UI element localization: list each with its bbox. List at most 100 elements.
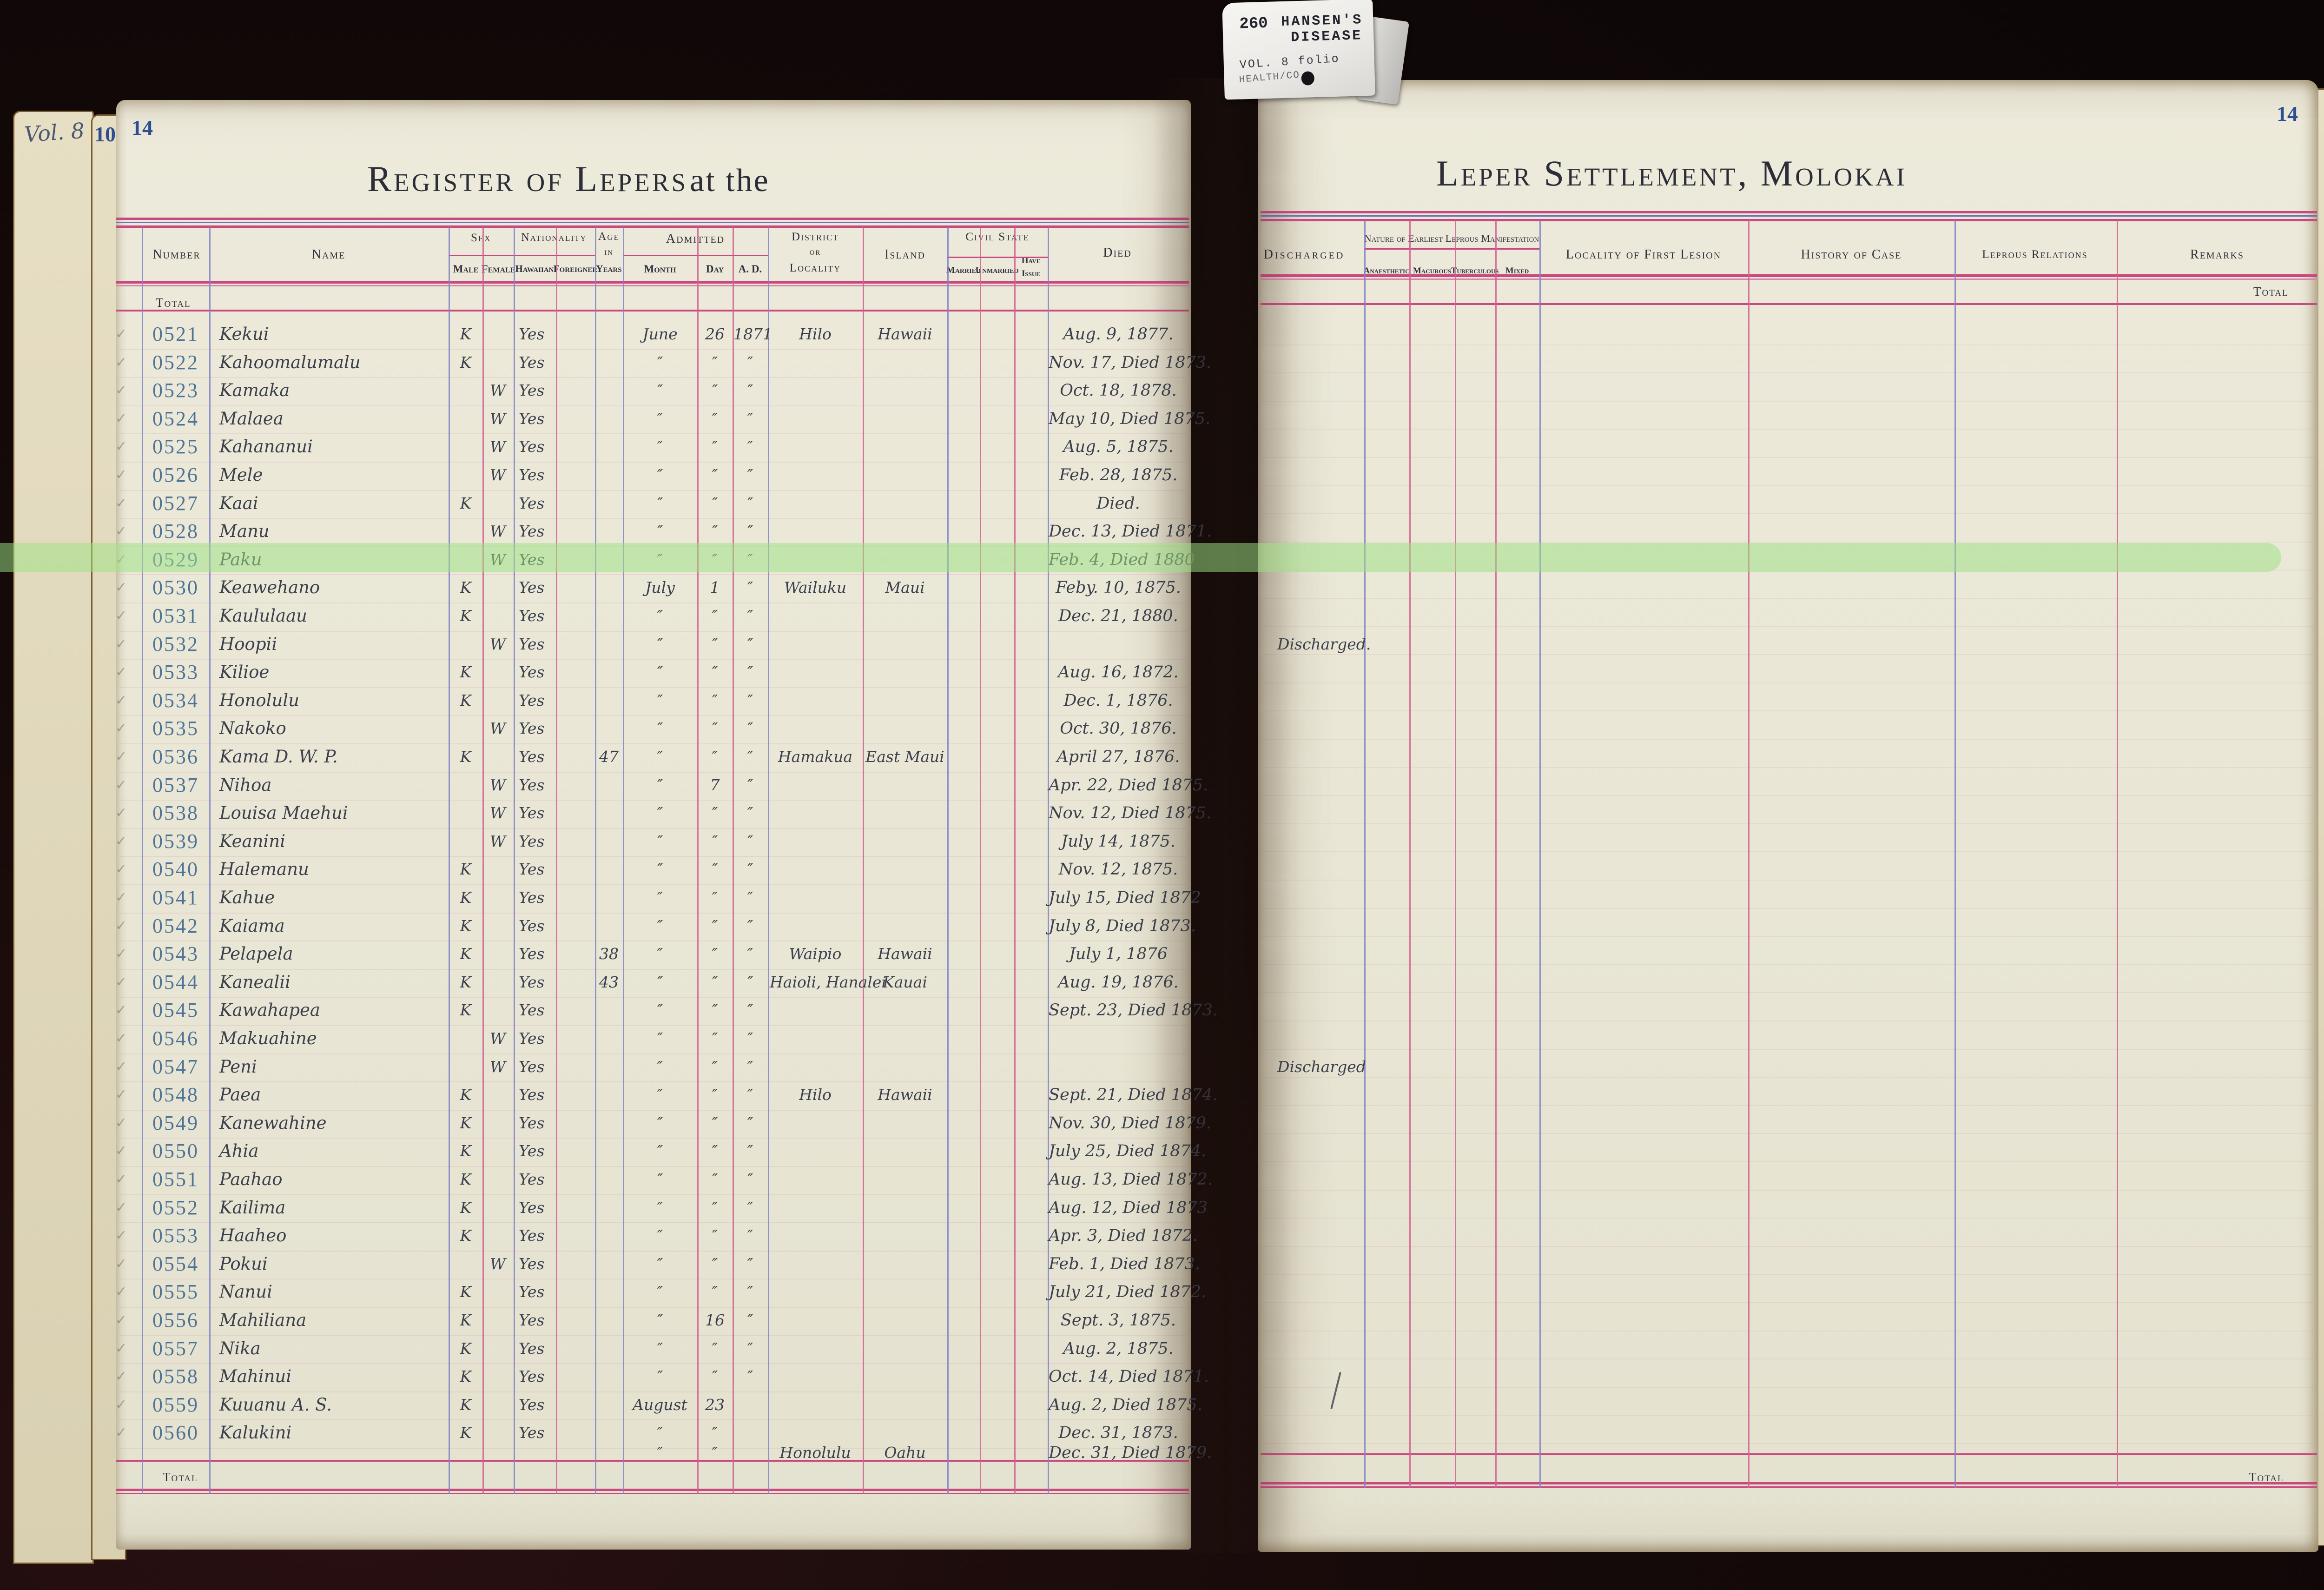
row-number: 0556: [152, 1309, 199, 1332]
ledger-rule-line: [1262, 1358, 2314, 1359]
col-header-have-issue-2: Issue: [1022, 269, 1040, 278]
row-admitted-year: ″: [747, 1311, 753, 1329]
row-number: 0555: [152, 1280, 199, 1303]
ledger-rule-line: [1262, 880, 2314, 881]
row-sex: W: [490, 466, 506, 484]
row-admitted-month: August: [633, 1396, 687, 1414]
row-number: 0530: [152, 576, 199, 599]
col-header-died: Died: [1103, 245, 1132, 260]
col-header-unmarried: Unmarried: [975, 265, 1019, 275]
row-hawaiian: Yes: [519, 719, 545, 737]
ledger-rule-line: [1262, 598, 2314, 599]
row-checkmark: ✓: [115, 1002, 127, 1018]
row-admitted-day: ″: [712, 410, 718, 428]
ledger-rule-line: [1262, 739, 2314, 740]
ledger-rule-line: [1262, 1331, 2314, 1332]
row-admitted-year: ″: [747, 381, 753, 399]
tab-disease-line2: DISEASE: [1290, 28, 1363, 46]
row-sex: W: [490, 832, 506, 850]
row-name: Mele: [219, 465, 263, 485]
row-number: 0531: [152, 604, 199, 627]
row-admitted-day: ″: [712, 635, 718, 653]
row-number: 0532: [152, 633, 199, 656]
ledger-rule-line: [1409, 220, 1411, 1488]
row-admitted-day: ″: [712, 494, 718, 512]
row-admitted-month: ″: [657, 663, 663, 681]
row-hawaiian: Yes: [519, 1170, 545, 1188]
book-gutter-shadow: [1153, 78, 1292, 1553]
ledger-rule-line: [1262, 1218, 2314, 1219]
ledger-rule-line: [119, 856, 1187, 857]
row-sex: W: [490, 550, 506, 569]
row-admitted-month: ″: [657, 1424, 663, 1442]
row-admitted-month: ″: [657, 945, 663, 963]
row-hawaiian: Yes: [519, 776, 545, 794]
ledger-rule-line: [119, 377, 1187, 378]
ledger-rule-line: [1262, 795, 2314, 796]
col-header-civil-state: Civil State: [965, 231, 1030, 243]
row-admitted-month: ″: [657, 748, 663, 766]
ledger-rule-line: [1748, 220, 1750, 1488]
row-number: 0546: [152, 1027, 199, 1050]
ledger-rule-line: [482, 227, 484, 1494]
row-name: Malaea: [219, 409, 284, 429]
ledger-rule-line: [119, 433, 1187, 434]
row-admitted-day: ″: [712, 437, 718, 456]
row-admitted-day: ″: [712, 860, 718, 878]
row-hawaiian: Yes: [519, 1283, 545, 1301]
ledger-rule-line: [1262, 710, 2314, 711]
ledger-rule-line: [116, 285, 1189, 286]
col-header-month: Month: [644, 263, 676, 275]
ledger-rule-line: [1262, 851, 2314, 852]
row-number: 0523: [152, 379, 199, 402]
row-sex: K: [460, 748, 472, 766]
row-admitted-month: ″: [657, 635, 663, 653]
right-page-title: Leper Settlement, Molokai: [1436, 153, 1907, 193]
row-name: Kanealii: [219, 972, 290, 992]
row-checkmark: ✓: [115, 720, 127, 736]
left-page: [116, 100, 1191, 1550]
ledger-rule-line: [119, 1138, 1187, 1139]
ledger-rule-line: [947, 227, 949, 1494]
row-name: Kahananui: [219, 437, 313, 457]
row-name: Pokui: [219, 1254, 268, 1274]
row-discharged: Discharged.: [1277, 635, 1371, 653]
row-admitted-year: ″: [747, 410, 753, 428]
row-name: Makuahine: [219, 1028, 317, 1048]
ledger-rule-line: [1262, 682, 2314, 683]
row-island: Hawaii: [878, 945, 932, 963]
ledger-rule-line: [119, 800, 1187, 801]
row-name: Paku: [219, 550, 262, 570]
row-admitted-day: ″: [712, 945, 718, 963]
row-sex: K: [460, 973, 472, 991]
row-name: Kanewahine: [219, 1113, 327, 1133]
row-sex: K: [460, 917, 472, 935]
row-hawaiian: Yes: [519, 550, 545, 569]
ledger-rule-line: [209, 227, 211, 1494]
ledger-rule-line: [733, 227, 734, 1494]
col-header-history: History of Case: [1801, 247, 1902, 262]
ledger-rule-line: [1261, 1482, 2317, 1484]
row-checkmark: ✓: [115, 861, 127, 877]
row-admitted-day: ″: [712, 1142, 718, 1160]
row-sex: K: [460, 1114, 472, 1132]
row-admitted-year: ″: [747, 466, 753, 484]
row-sex: W: [490, 1255, 506, 1273]
ledger-rule-line: [119, 349, 1187, 350]
total-label-top-right: Total: [2253, 285, 2289, 298]
ledger-rule-line: [116, 310, 1189, 311]
col-header-admitted: Admitted: [666, 232, 725, 246]
row-sex: K: [460, 1226, 472, 1245]
row-admitted-day: ″: [712, 663, 718, 681]
row-sex: K: [460, 325, 472, 343]
row-island: Hawaii: [878, 325, 932, 343]
ledger-rule-line: [449, 227, 450, 1494]
row-hawaiian: Yes: [519, 522, 545, 540]
row-admitted-month: ″: [657, 888, 663, 907]
row-number: 0527: [152, 492, 199, 515]
ledger-rule-line: [1262, 908, 2314, 909]
ledger-rule-line: [119, 687, 1187, 688]
row-name: Kalukini: [219, 1423, 292, 1443]
ledger-rule-line: [1262, 1020, 2314, 1021]
row-sex: W: [490, 410, 506, 428]
